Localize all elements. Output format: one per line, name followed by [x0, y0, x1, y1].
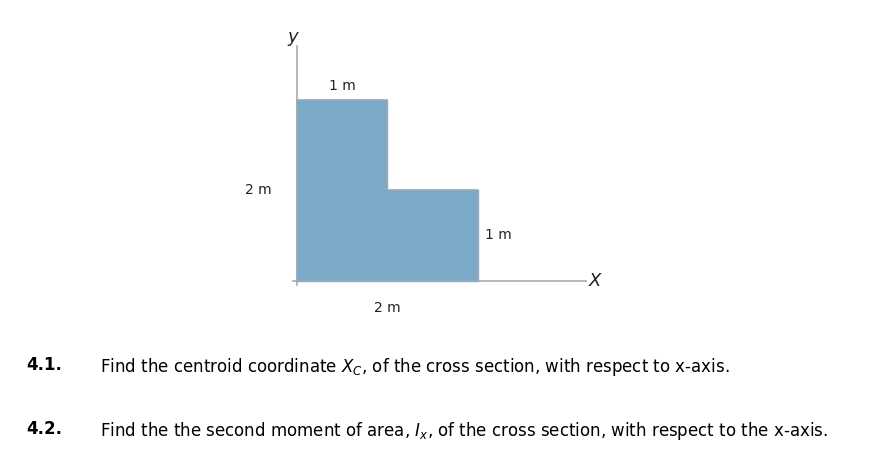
Text: 1 m: 1 m: [485, 229, 512, 242]
Text: Find the the second moment of area, $I_x$, of the cross section, with respect to: Find the the second moment of area, $I_x…: [100, 420, 828, 442]
Text: 2 m: 2 m: [245, 183, 272, 197]
Text: 4.2.: 4.2.: [26, 420, 62, 438]
Text: X: X: [589, 272, 601, 290]
Polygon shape: [297, 100, 478, 280]
Text: Find the centroid coordinate $X_C$, of the cross section, with respect to x-axis: Find the centroid coordinate $X_C$, of t…: [100, 356, 729, 378]
Text: 2 m: 2 m: [374, 301, 401, 314]
Text: 4.1.: 4.1.: [26, 356, 62, 374]
Text: 1 m: 1 m: [328, 79, 355, 93]
Text: y: y: [288, 28, 298, 46]
